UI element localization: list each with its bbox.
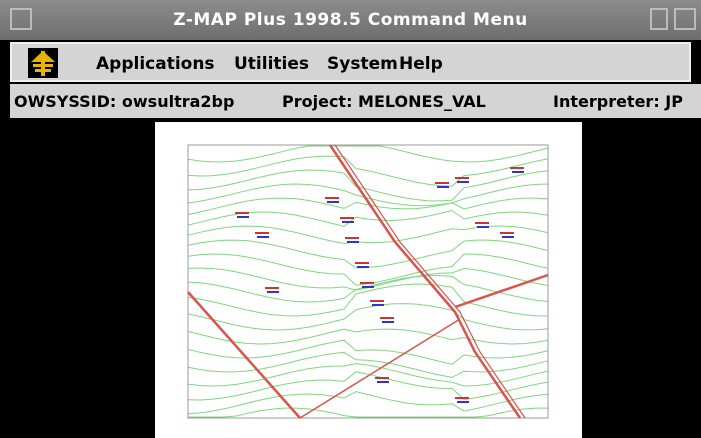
well-label	[360, 282, 374, 284]
minimize-button[interactable]	[650, 8, 668, 30]
menu-item[interactable]: Applications	[96, 54, 215, 74]
well-labels	[235, 167, 524, 403]
status-field: Project: MELONES_VAL	[282, 92, 486, 111]
contour-line	[188, 407, 548, 418]
menu-item[interactable]: Utilities	[234, 54, 310, 74]
status-field: Interpreter: JP	[553, 92, 683, 111]
contour-line	[187, 155, 549, 187]
window-title: Z-MAP Plus 1998.5 Command Menu	[173, 10, 528, 30]
map-frame	[187, 144, 549, 419]
well-label	[325, 197, 339, 199]
well-label	[502, 236, 514, 238]
well-label	[347, 241, 359, 243]
well-label	[435, 182, 449, 184]
well-label	[255, 232, 269, 234]
well-label	[377, 381, 389, 383]
well-label	[340, 217, 354, 219]
well-label	[380, 317, 394, 319]
faults	[187, 144, 549, 419]
well-label	[500, 232, 514, 234]
menu-item[interactable]: System	[327, 54, 398, 74]
app-icon	[28, 48, 58, 78]
well-label	[510, 167, 524, 169]
well-label	[327, 201, 339, 203]
contour-line	[187, 283, 549, 317]
map-view	[155, 122, 582, 438]
well-label	[375, 377, 389, 379]
well-label	[235, 212, 249, 214]
fault-line	[299, 318, 461, 419]
well-label	[370, 300, 384, 302]
well-label	[457, 181, 469, 183]
well-label	[342, 221, 354, 223]
well-label	[372, 304, 384, 306]
icon-graphic	[31, 51, 55, 76]
well-label	[265, 287, 279, 289]
contour-line	[187, 145, 549, 163]
well-label	[355, 262, 369, 264]
well-label	[457, 401, 469, 403]
menu-item[interactable]: Help	[399, 54, 443, 74]
well-label	[257, 236, 269, 238]
map-background	[155, 122, 582, 438]
fault-line	[334, 144, 526, 419]
contour-line	[187, 362, 549, 387]
well-label	[455, 397, 469, 399]
contour-line	[187, 328, 549, 345]
well-label	[437, 186, 449, 188]
menu-bar: Applications Utilities System Help	[10, 42, 691, 82]
well-label	[357, 266, 369, 268]
window-menu-button[interactable]	[10, 8, 32, 30]
contour-line	[187, 371, 549, 401]
fault-line	[187, 291, 301, 419]
well-label	[455, 177, 469, 179]
well-label	[382, 321, 394, 323]
contour-line	[187, 303, 549, 331]
well-label	[237, 216, 249, 218]
contour-line	[187, 391, 549, 415]
well-label	[477, 226, 489, 228]
status-bar: OWSYSSID: owsultra2bp Project: MELONES_V…	[10, 84, 701, 118]
fault-line	[454, 273, 549, 309]
contour-line	[187, 169, 549, 202]
fault-line	[328, 144, 522, 419]
contour-line	[187, 183, 549, 207]
contour-line	[187, 197, 549, 216]
status-field: OWSYSSID: owsultra2bp	[14, 92, 235, 111]
title-bar: Z-MAP Plus 1998.5 Command Menu	[0, 0, 701, 40]
well-label	[345, 237, 359, 239]
well-label	[475, 222, 489, 224]
well-label	[267, 291, 279, 293]
well-label	[362, 286, 374, 288]
maximize-button[interactable]	[674, 8, 696, 30]
well-label	[512, 171, 524, 173]
